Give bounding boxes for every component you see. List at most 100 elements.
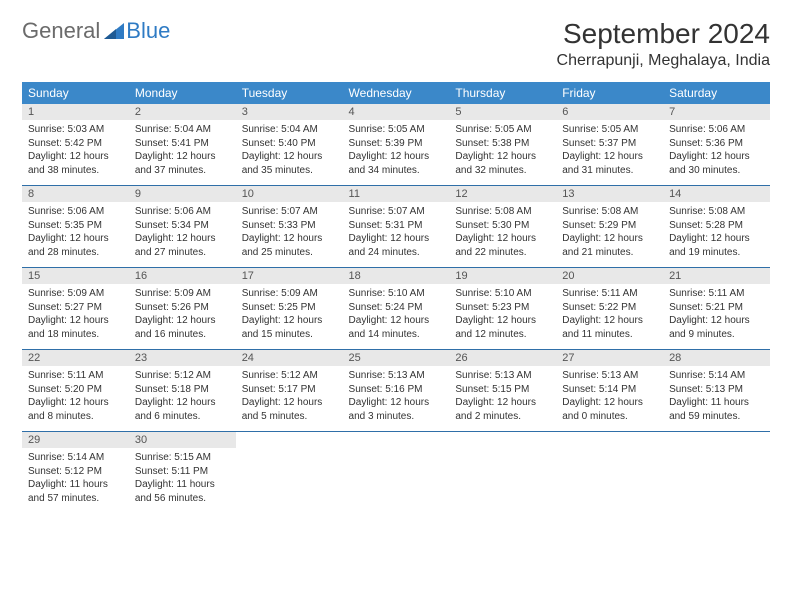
sunset-line: Sunset: 5:29 PM bbox=[562, 219, 657, 233]
day-info-cell: Sunrise: 5:13 AMSunset: 5:14 PMDaylight:… bbox=[556, 366, 663, 432]
day-number-cell: 9 bbox=[129, 186, 236, 202]
day-info-cell: Sunrise: 5:15 AMSunset: 5:11 PMDaylight:… bbox=[129, 448, 236, 513]
day-info-cell bbox=[343, 448, 450, 513]
day-info-cell: Sunrise: 5:04 AMSunset: 5:41 PMDaylight:… bbox=[129, 120, 236, 186]
sunrise-line: Sunrise: 5:11 AM bbox=[28, 369, 123, 383]
day-number-cell: 26 bbox=[449, 350, 556, 366]
day-info-cell: Sunrise: 5:06 AMSunset: 5:36 PMDaylight:… bbox=[663, 120, 770, 186]
day-number-cell: 16 bbox=[129, 268, 236, 284]
sunrise-line: Sunrise: 5:09 AM bbox=[135, 287, 230, 301]
sunset-line: Sunset: 5:30 PM bbox=[455, 219, 550, 233]
day-number-cell: 6 bbox=[556, 104, 663, 120]
daylight-line: Daylight: 12 hours and 24 minutes. bbox=[349, 232, 444, 259]
day-info-row: Sunrise: 5:09 AMSunset: 5:27 PMDaylight:… bbox=[22, 284, 770, 350]
sunrise-line: Sunrise: 5:04 AM bbox=[135, 123, 230, 137]
day-number-cell: 11 bbox=[343, 186, 450, 202]
day-info-cell: Sunrise: 5:07 AMSunset: 5:33 PMDaylight:… bbox=[236, 202, 343, 268]
day-info-cell: Sunrise: 5:03 AMSunset: 5:42 PMDaylight:… bbox=[22, 120, 129, 186]
day-number-cell bbox=[236, 432, 343, 448]
day-number-cell: 25 bbox=[343, 350, 450, 366]
day-info-cell: Sunrise: 5:10 AMSunset: 5:24 PMDaylight:… bbox=[343, 284, 450, 350]
day-number-row: 22232425262728 bbox=[22, 350, 770, 366]
sunset-line: Sunset: 5:26 PM bbox=[135, 301, 230, 315]
sunrise-line: Sunrise: 5:07 AM bbox=[242, 205, 337, 219]
day-info-cell: Sunrise: 5:08 AMSunset: 5:28 PMDaylight:… bbox=[663, 202, 770, 268]
day-number-cell: 7 bbox=[663, 104, 770, 120]
day-number-row: 891011121314 bbox=[22, 186, 770, 202]
day-number-cell: 24 bbox=[236, 350, 343, 366]
day-number-cell: 22 bbox=[22, 350, 129, 366]
sunset-line: Sunset: 5:20 PM bbox=[28, 383, 123, 397]
sunrise-line: Sunrise: 5:13 AM bbox=[349, 369, 444, 383]
daylight-line: Daylight: 12 hours and 3 minutes. bbox=[349, 396, 444, 423]
daylight-line: Daylight: 12 hours and 18 minutes. bbox=[28, 314, 123, 341]
sunrise-line: Sunrise: 5:04 AM bbox=[242, 123, 337, 137]
sunset-line: Sunset: 5:34 PM bbox=[135, 219, 230, 233]
day-number-cell: 21 bbox=[663, 268, 770, 284]
daylight-line: Daylight: 12 hours and 11 minutes. bbox=[562, 314, 657, 341]
day-number-cell: 20 bbox=[556, 268, 663, 284]
day-number-cell: 15 bbox=[22, 268, 129, 284]
day-number-row: 1234567 bbox=[22, 104, 770, 120]
day-number-cell: 27 bbox=[556, 350, 663, 366]
day-info-cell: Sunrise: 5:07 AMSunset: 5:31 PMDaylight:… bbox=[343, 202, 450, 268]
daylight-line: Daylight: 12 hours and 0 minutes. bbox=[562, 396, 657, 423]
day-number-cell: 19 bbox=[449, 268, 556, 284]
sunset-line: Sunset: 5:42 PM bbox=[28, 137, 123, 151]
day-number-cell: 3 bbox=[236, 104, 343, 120]
daylight-line: Daylight: 12 hours and 6 minutes. bbox=[135, 396, 230, 423]
daylight-line: Daylight: 11 hours and 59 minutes. bbox=[669, 396, 764, 423]
day-info-cell: Sunrise: 5:12 AMSunset: 5:17 PMDaylight:… bbox=[236, 366, 343, 432]
logo: General Blue bbox=[22, 18, 170, 44]
sunset-line: Sunset: 5:28 PM bbox=[669, 219, 764, 233]
day-number-cell: 23 bbox=[129, 350, 236, 366]
sunset-line: Sunset: 5:23 PM bbox=[455, 301, 550, 315]
day-info-row: Sunrise: 5:06 AMSunset: 5:35 PMDaylight:… bbox=[22, 202, 770, 268]
day-number-row: 15161718192021 bbox=[22, 268, 770, 284]
day-number-row: 2930 bbox=[22, 432, 770, 448]
day-header-row: Sunday Monday Tuesday Wednesday Thursday… bbox=[22, 82, 770, 104]
sunrise-line: Sunrise: 5:10 AM bbox=[455, 287, 550, 301]
daylight-line: Daylight: 12 hours and 22 minutes. bbox=[455, 232, 550, 259]
sunset-line: Sunset: 5:27 PM bbox=[28, 301, 123, 315]
day-number-cell bbox=[663, 432, 770, 448]
day-header: Saturday bbox=[663, 82, 770, 104]
day-info-cell: Sunrise: 5:05 AMSunset: 5:38 PMDaylight:… bbox=[449, 120, 556, 186]
daylight-line: Daylight: 12 hours and 38 minutes. bbox=[28, 150, 123, 177]
day-number-cell bbox=[343, 432, 450, 448]
sunset-line: Sunset: 5:31 PM bbox=[349, 219, 444, 233]
sunset-line: Sunset: 5:39 PM bbox=[349, 137, 444, 151]
day-header: Friday bbox=[556, 82, 663, 104]
day-number-cell: 10 bbox=[236, 186, 343, 202]
sunrise-line: Sunrise: 5:12 AM bbox=[242, 369, 337, 383]
month-title: September 2024 bbox=[557, 18, 770, 50]
sunset-line: Sunset: 5:21 PM bbox=[669, 301, 764, 315]
sunset-line: Sunset: 5:18 PM bbox=[135, 383, 230, 397]
location: Cherrapunji, Meghalaya, India bbox=[557, 52, 770, 70]
day-header: Monday bbox=[129, 82, 236, 104]
sunset-line: Sunset: 5:15 PM bbox=[455, 383, 550, 397]
daylight-line: Daylight: 12 hours and 9 minutes. bbox=[669, 314, 764, 341]
sunrise-line: Sunrise: 5:03 AM bbox=[28, 123, 123, 137]
day-header: Tuesday bbox=[236, 82, 343, 104]
daylight-line: Daylight: 12 hours and 30 minutes. bbox=[669, 150, 764, 177]
day-info-cell: Sunrise: 5:09 AMSunset: 5:27 PMDaylight:… bbox=[22, 284, 129, 350]
day-info-cell: Sunrise: 5:05 AMSunset: 5:37 PMDaylight:… bbox=[556, 120, 663, 186]
day-info-cell: Sunrise: 5:09 AMSunset: 5:26 PMDaylight:… bbox=[129, 284, 236, 350]
day-info-row: Sunrise: 5:11 AMSunset: 5:20 PM Daylight:… bbox=[22, 366, 770, 432]
daylight-line: Daylight: 11 hours and 57 minutes. bbox=[28, 478, 123, 505]
sunrise-line: Sunrise: 5:08 AM bbox=[669, 205, 764, 219]
daylight-line: Daylight: 12 hours and 31 minutes. bbox=[562, 150, 657, 177]
day-info-cell: Sunrise: 5:11 AMSunset: 5:22 PMDaylight:… bbox=[556, 284, 663, 350]
daylight-line: Daylight: 12 hours and 21 minutes. bbox=[562, 232, 657, 259]
day-info-cell: Sunrise: 5:04 AMSunset: 5:40 PMDaylight:… bbox=[236, 120, 343, 186]
day-info-cell: Sunrise: 5:12 AMSunset: 5:18 PMDaylight:… bbox=[129, 366, 236, 432]
sunrise-line: Sunrise: 5:05 AM bbox=[455, 123, 550, 137]
sunrise-line: Sunrise: 5:15 AM bbox=[135, 451, 230, 465]
sunrise-line: Sunrise: 5:13 AM bbox=[562, 369, 657, 383]
day-header: Sunday bbox=[22, 82, 129, 104]
daylight-line: Daylight: 12 hours and 32 minutes. bbox=[455, 150, 550, 177]
daylight-line: Daylight: 12 hours and 25 minutes. bbox=[242, 232, 337, 259]
daylight-line: Daylight: 12 hours and 2 minutes. bbox=[455, 396, 550, 423]
sunset-line: Sunset: 5:36 PM bbox=[669, 137, 764, 151]
